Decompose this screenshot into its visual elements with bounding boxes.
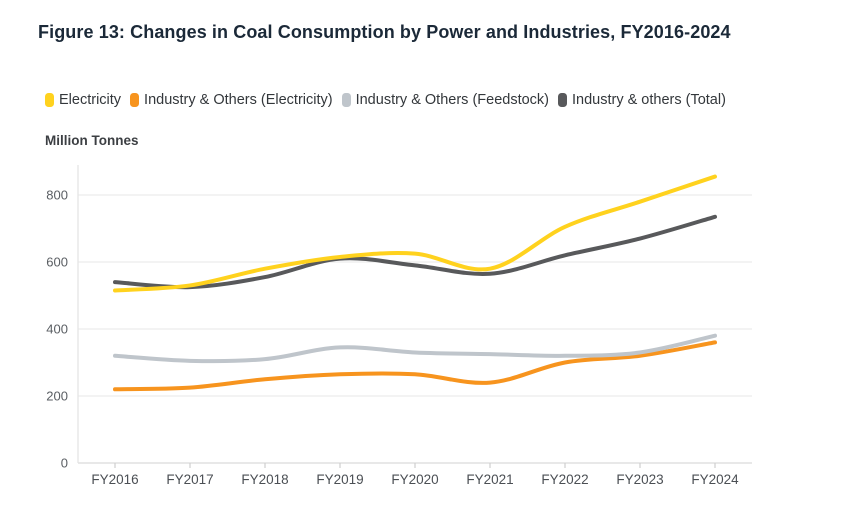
series-line-2 [113, 333, 717, 364]
y-tick-label-0: 0 [61, 456, 68, 471]
legend-label-industry-feedstock: Industry & Others (Feedstock) [355, 92, 549, 108]
legend-item-industry-total: Industry & others (Total) [558, 92, 726, 108]
x-tick-label-FY2023: FY2023 [616, 472, 663, 487]
legend-item-electricity: Electricity [45, 92, 121, 108]
legend-item-industry-feedstock: Industry & Others (Feedstock) [341, 92, 549, 108]
x-tick-label-FY2021: FY2021 [466, 472, 513, 487]
legend-item-industry-electricity: Industry & Others (Electricity) [130, 92, 333, 108]
y-tick-label-600: 600 [46, 255, 68, 270]
legend-swatch-industry-electricity [130, 93, 140, 107]
y-axis-title: Million Tonnes [45, 133, 139, 148]
y-tick-label-800: 800 [46, 188, 68, 203]
legend-label-electricity: Electricity [59, 92, 122, 108]
x-tick-label-FY2019: FY2019 [316, 472, 363, 487]
x-tick-label-FY2022: FY2022 [541, 472, 588, 487]
chart-legend: Electricity Industry & Others (Electrici… [45, 92, 726, 108]
figure-title: Figure 13: Changes in Coal Consumption b… [38, 22, 731, 42]
legend-label-industry-total: Industry & others (Total) [572, 92, 726, 108]
x-tick-label-FY2016: FY2016 [91, 472, 138, 487]
legend-swatch-industry-total [558, 93, 567, 107]
legend-swatch-electricity [45, 93, 54, 107]
legend-swatch-industry-feedstock [341, 93, 351, 107]
series-line-3 [113, 214, 717, 290]
x-tick-label-FY2018: FY2018 [241, 472, 288, 487]
series-line-0 [113, 174, 717, 293]
series-line-1 [113, 340, 717, 392]
x-tick-label-FY2020: FY2020 [391, 472, 438, 487]
x-tick-label-FY2024: FY2024 [691, 472, 739, 487]
y-tick-label-400: 400 [46, 322, 68, 337]
legend-label-industry-electricity: Industry & Others (Electricity) [144, 92, 333, 108]
y-tick-label-200: 200 [46, 389, 68, 404]
x-tick-label-FY2017: FY2017 [166, 472, 213, 487]
